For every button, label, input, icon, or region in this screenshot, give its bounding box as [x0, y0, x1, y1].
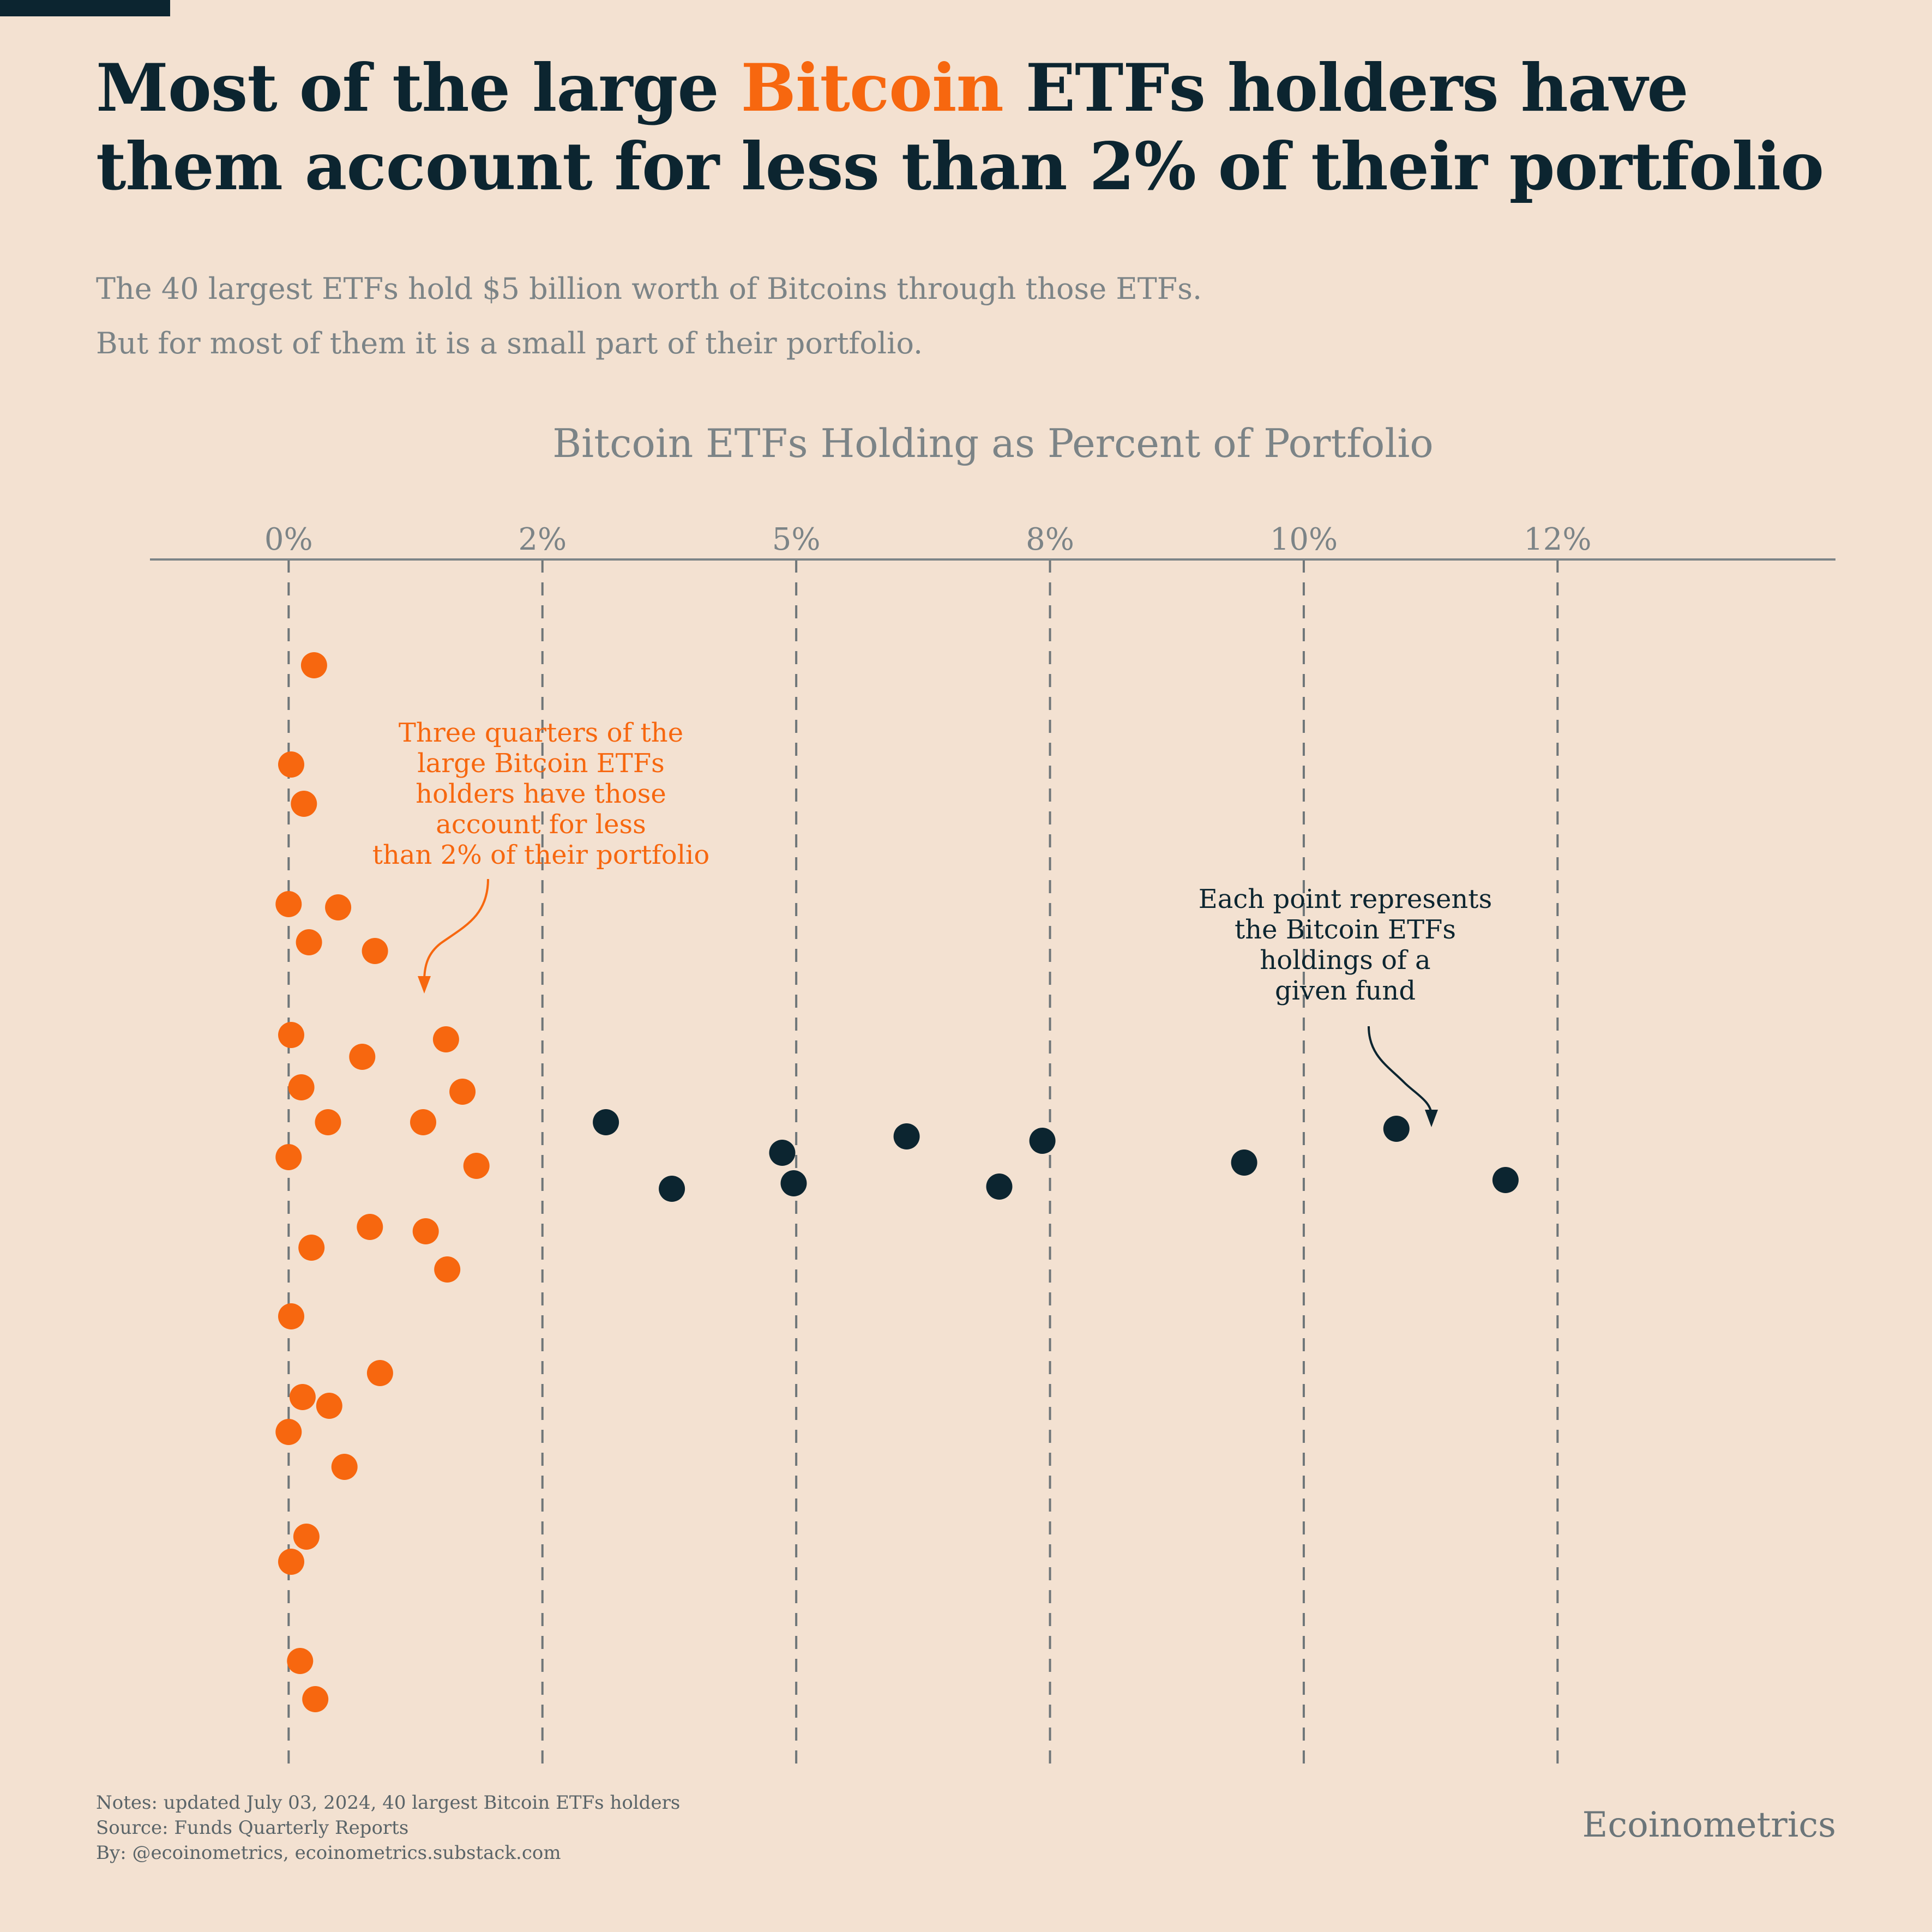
- x-tick-label: 10%: [1270, 522, 1338, 557]
- annotation-line: Three quarters of the: [399, 718, 683, 748]
- annotation-dark-text: Each point represents the Bitcoin ETFs hol…: [1199, 884, 1492, 1006]
- annotation-line: holders have those: [416, 779, 666, 809]
- data-point-s0-24: [275, 1419, 302, 1445]
- data-point-s0-3: [275, 891, 302, 917]
- x-tick-label: 5%: [772, 522, 821, 557]
- annotation-line: Each point represents: [1199, 884, 1492, 914]
- x-tick-label: 8%: [1026, 522, 1074, 557]
- data-point-s0-10: [288, 1074, 315, 1100]
- data-point-s1-8: [1383, 1116, 1410, 1142]
- data-point-s1-6: [1029, 1128, 1056, 1154]
- annotation-line: the Bitcoin ETFs: [1235, 914, 1456, 945]
- x-tick-label: 12%: [1524, 522, 1591, 557]
- footer-notes-line: Notes: updated July 03, 2024, 40 largest…: [96, 1792, 681, 1814]
- footer-notes: Notes: updated July 03, 2024, 40 largest…: [96, 1790, 680, 1865]
- data-point-s0-9: [349, 1044, 376, 1070]
- title-highlight: Bitcoin: [741, 50, 1003, 127]
- data-point-s0-15: [463, 1153, 490, 1179]
- annotation-orange-arrow: [423, 878, 489, 982]
- annotation-line: given fund: [1275, 976, 1416, 1006]
- data-point-s0-14: [275, 1144, 302, 1170]
- data-point-s1-2: [769, 1140, 796, 1166]
- data-point-s0-16: [357, 1214, 383, 1240]
- data-points: [275, 652, 1519, 1712]
- data-point-s0-11: [449, 1079, 476, 1105]
- data-point-s0-27: [278, 1549, 304, 1575]
- data-point-s0-8: [432, 1026, 459, 1052]
- data-point-s0-13: [410, 1109, 436, 1135]
- annotation-line: account for less: [436, 809, 646, 840]
- data-point-s0-2: [291, 791, 317, 817]
- page-title: Most of the large Bitcoin ETFs holders h…: [96, 49, 1895, 206]
- chart-title: Bitcoin ETFs Holding as Percent of Portf…: [552, 420, 1433, 466]
- data-point-s0-26: [293, 1524, 320, 1550]
- data-point-s1-9: [1492, 1167, 1519, 1193]
- subtitle-line-2: But for most of them it is a small part …: [96, 326, 923, 360]
- data-point-s0-21: [366, 1360, 393, 1386]
- data-point-s0-22: [289, 1384, 316, 1410]
- data-point-s0-0: [300, 652, 327, 678]
- data-point-s0-12: [315, 1109, 341, 1135]
- annotation-dark: Each point represents the Bitcoin ETFs hol…: [1199, 884, 1492, 1127]
- data-point-s0-25: [331, 1454, 358, 1480]
- data-point-s0-6: [362, 938, 388, 964]
- footer-by-line: By: @ecoinometrics, ecoinometrics.substa…: [96, 1842, 561, 1864]
- data-point-s0-1: [278, 751, 304, 778]
- title-part-1: Most of the large: [96, 50, 741, 127]
- data-point-s0-20: [278, 1303, 304, 1329]
- subtitle: The 40 largest ETFs hold $5 billion wort…: [96, 262, 1841, 371]
- data-point-s0-28: [287, 1648, 314, 1674]
- data-point-s0-5: [296, 929, 322, 955]
- annotation-line: large Bitcoin ETFs: [417, 748, 665, 779]
- data-point-s0-17: [412, 1218, 439, 1244]
- data-point-s0-7: [278, 1022, 304, 1048]
- data-point-s1-1: [659, 1176, 685, 1202]
- x-tick-labels: 0% 2% 5% 8% 10% 12%: [264, 522, 1592, 557]
- annotation-line: holdings of a: [1260, 945, 1430, 976]
- data-point-s1-3: [780, 1170, 807, 1196]
- brand-logo-text: Ecoinometrics: [1582, 1805, 1836, 1845]
- annotation-orange: Three quarters of the large Bitcoin ETFs h…: [372, 718, 710, 994]
- data-point-s0-23: [316, 1393, 342, 1419]
- annotation-dark-arrow: [1368, 1026, 1433, 1116]
- annotation-orange-text: Three quarters of the large Bitcoin ETFs h…: [372, 718, 710, 870]
- annotation-orange-arrowhead: [418, 976, 431, 994]
- data-point-s1-7: [1231, 1149, 1257, 1176]
- data-point-s0-4: [325, 894, 352, 920]
- subtitle-line-1: The 40 largest ETFs hold $5 billion wort…: [96, 272, 1202, 306]
- top-accent-bar: [0, 0, 170, 16]
- footer-source-line: Source: Funds Quarterly Reports: [96, 1817, 409, 1839]
- data-point-s1-4: [893, 1123, 920, 1149]
- data-point-s0-18: [298, 1235, 325, 1261]
- annotation-line: than 2% of their portfolio: [372, 840, 710, 870]
- data-point-s1-5: [986, 1173, 1013, 1200]
- data-point-s1-0: [593, 1109, 619, 1135]
- data-point-s0-29: [302, 1686, 329, 1712]
- data-point-s0-19: [434, 1256, 461, 1283]
- title-part-2: ETFs holders have them account for less …: [96, 50, 1824, 205]
- annotation-dark-arrowhead: [1425, 1110, 1438, 1127]
- x-tick-label: 0%: [264, 522, 313, 557]
- x-tick-label: 2%: [518, 522, 567, 557]
